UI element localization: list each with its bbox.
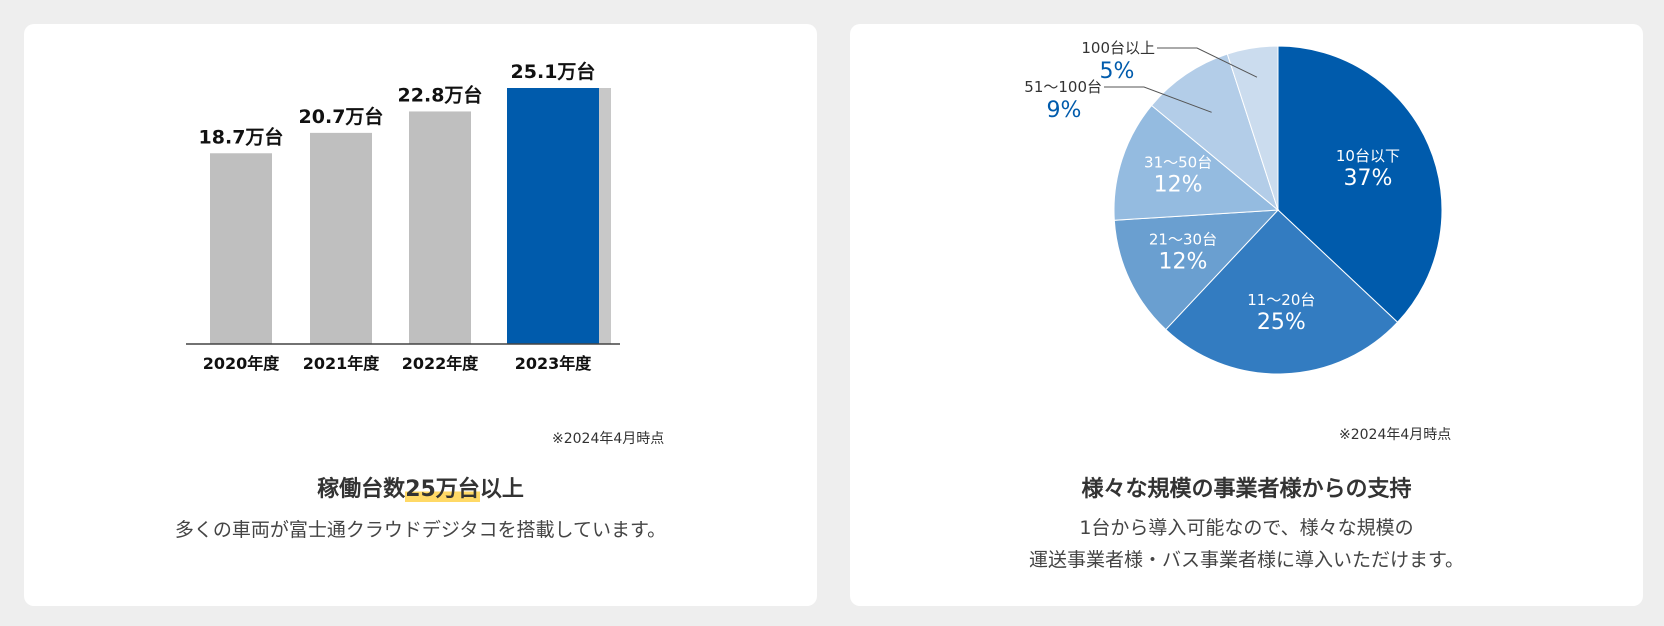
left-card-title: 稼働台数25万台以上 [24, 471, 817, 503]
description-line-2: 運送事業者様・バス事業者様に導入いただけます。 [1028, 549, 1465, 571]
pie-chart-note: ※2024年4月時点 [1339, 427, 1452, 443]
pie-chart-card: 10台以下 37% 11〜20台 25% 21〜30台 12% 31〜50台 12% 51〜10… [850, 24, 1643, 606]
pie-slice-label: 31〜50台 [1144, 154, 1212, 172]
pie-slice-percent: 37% [1343, 166, 1392, 191]
title-prefix: 稼働台数 [317, 477, 406, 502]
pie-slice-21〜30台 [1113, 209, 1280, 331]
pie-slice-10台以下 [1277, 45, 1443, 323]
bar-value-label: 25.1万台 [511, 60, 596, 83]
x-tick-label: 2023年度 [515, 354, 593, 373]
x-tick-label: 2022年度 [402, 354, 480, 373]
bar-shadow [599, 88, 611, 344]
bar-2023年度 [507, 88, 599, 344]
bar-2022年度 [409, 111, 471, 345]
right-card-title: 様々な規模の事業者様からの支持 [1081, 477, 1412, 502]
bar-chart: 18.7万台 2020年度 20.7万台 2021年度 22.8万台 2022年度 25.1… [186, 60, 620, 373]
x-tick-label: 2021年度 [303, 354, 381, 373]
bar-value-label: 22.8万台 [398, 83, 483, 106]
bar-2020年度 [210, 153, 272, 344]
pie-slice-label: 100台以上 [1081, 39, 1155, 57]
right-card-description: 1台から導入可能なので、様々な規模の 運送事業者様・バス事業者様に導入いただけま… [850, 512, 1643, 576]
pie-slice-100台以上 [1226, 45, 1279, 211]
leader-line [1104, 86, 1212, 113]
pie-slice-percent: 5% [1100, 59, 1135, 84]
pie-slice-label: 21〜30台 [1149, 231, 1217, 249]
pie-slice-percent: 25% [1257, 310, 1306, 335]
pie-slice-percent: 12% [1159, 250, 1208, 275]
pie-chart: 10台以下37%11〜20台25%21〜30台12%31〜50台12%51〜10… [1024, 39, 1443, 375]
leader-line [1157, 47, 1258, 78]
pie-slice-label: 51〜100台 [1024, 78, 1102, 96]
pie-slice-percent: 12% [1154, 173, 1203, 198]
bar-value-label: 20.7万台 [299, 105, 384, 128]
title-suffix: 以上 [479, 477, 524, 502]
pie-slice-label: 11〜20台 [1247, 291, 1315, 309]
pie-slice-label: 10台以下 [1336, 147, 1400, 165]
pie-slice-31〜50台 [1113, 104, 1280, 221]
bar-2021年度 [310, 132, 372, 344]
bar-chart-note: ※2024年4月時点 [552, 431, 665, 447]
bar-value-label: 18.7万台 [199, 125, 284, 148]
x-tick-label: 2020年度 [203, 354, 281, 373]
pie-slice-percent: 9% [1047, 98, 1082, 123]
title-highlight: 25万台 [405, 477, 480, 502]
bar-chart-card: 18.7万台 2020年度 20.7万台 2021年度 22.8万台 2022年度 25.1… [24, 24, 817, 606]
left-card-description: 多くの車両が富士通クラウドデジタコを搭載しています。 [174, 519, 667, 541]
pie-slice-11〜20台 [1165, 209, 1399, 375]
pie-slice-51〜100台 [1150, 53, 1280, 212]
description-line-1: 1台から導入可能なので、様々な規模の [1079, 517, 1414, 539]
